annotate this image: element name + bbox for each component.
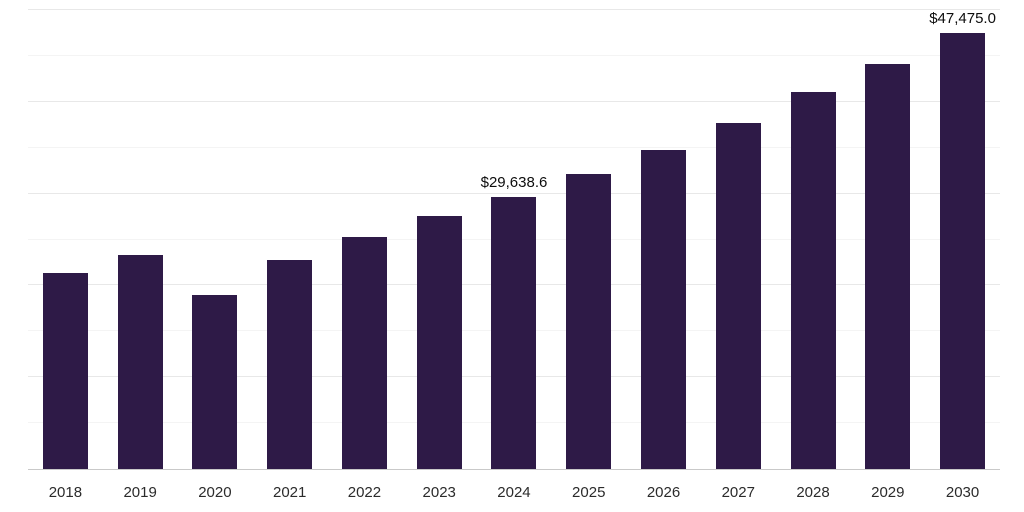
minor-gridline-35000 xyxy=(28,146,1000,148)
bar-slot-2026 xyxy=(626,10,701,469)
bar-slot-2024: $29,638.6 xyxy=(477,10,552,469)
bar-slot-2022 xyxy=(327,10,402,469)
x-tick-2021: 2021 xyxy=(272,484,307,501)
x-tick-2018: 2018 xyxy=(48,484,83,501)
x-tick-2024: 2024 xyxy=(497,484,531,501)
bar-slot-2028 xyxy=(776,10,851,469)
x-tick-2025: 2025 xyxy=(572,484,606,501)
bar-2029 xyxy=(865,64,911,469)
gridline-50000 xyxy=(28,9,1000,10)
x-tick-2029: 2029 xyxy=(871,484,905,501)
data-label-2030: $47,475.0 xyxy=(929,10,996,28)
gridline-30000 xyxy=(28,192,1000,194)
bar-2018 xyxy=(42,272,88,469)
bar-2022 xyxy=(341,236,387,469)
bar-2021 xyxy=(267,259,313,469)
bar-2023 xyxy=(416,215,462,469)
bar-2019 xyxy=(117,255,163,469)
bar-2024 xyxy=(491,196,537,469)
bar-slot-2018 xyxy=(28,10,103,469)
x-tick-2028: 2028 xyxy=(796,484,830,501)
bar-2026 xyxy=(641,150,686,469)
x-tick-2019: 2019 xyxy=(123,484,157,501)
bar-2027 xyxy=(715,122,761,469)
bar-2030 xyxy=(940,33,986,469)
bar-slot-2025 xyxy=(551,10,626,469)
plot-area: $29,638.6 $47,475.0 xyxy=(28,9,1000,470)
bar-2025 xyxy=(566,174,612,469)
bar-slot-2020 xyxy=(178,10,253,469)
bar-slot-2030: $47,475.0 xyxy=(925,10,1000,469)
x-tick-2027: 2027 xyxy=(721,484,755,501)
bar-2028 xyxy=(790,91,836,469)
gridline-40000 xyxy=(28,100,1000,102)
bar-slot-2023 xyxy=(402,10,477,469)
bar-2020 xyxy=(192,294,238,469)
x-tick-2030: 2030 xyxy=(945,484,980,501)
x-tick-2020: 2020 xyxy=(198,484,232,501)
x-tick-2026: 2026 xyxy=(646,484,681,501)
bar-slot-2027 xyxy=(701,10,776,469)
x-tick-2023: 2023 xyxy=(422,484,456,501)
x-axis-labels: 2018 2019 2020 2021 2022 2023 2024 2025 2026 2027… xyxy=(28,484,1000,504)
bar-slot-2019 xyxy=(103,10,178,469)
bar-slot-2029 xyxy=(850,10,925,469)
minor-gridline-45000 xyxy=(28,54,1000,56)
data-label-2024: $29,638.6 xyxy=(480,173,548,191)
bars-container: $29,638.6 $47,475.0 xyxy=(28,10,1000,469)
bar-slot-2021 xyxy=(252,10,327,469)
x-tick-2022: 2022 xyxy=(347,484,382,501)
